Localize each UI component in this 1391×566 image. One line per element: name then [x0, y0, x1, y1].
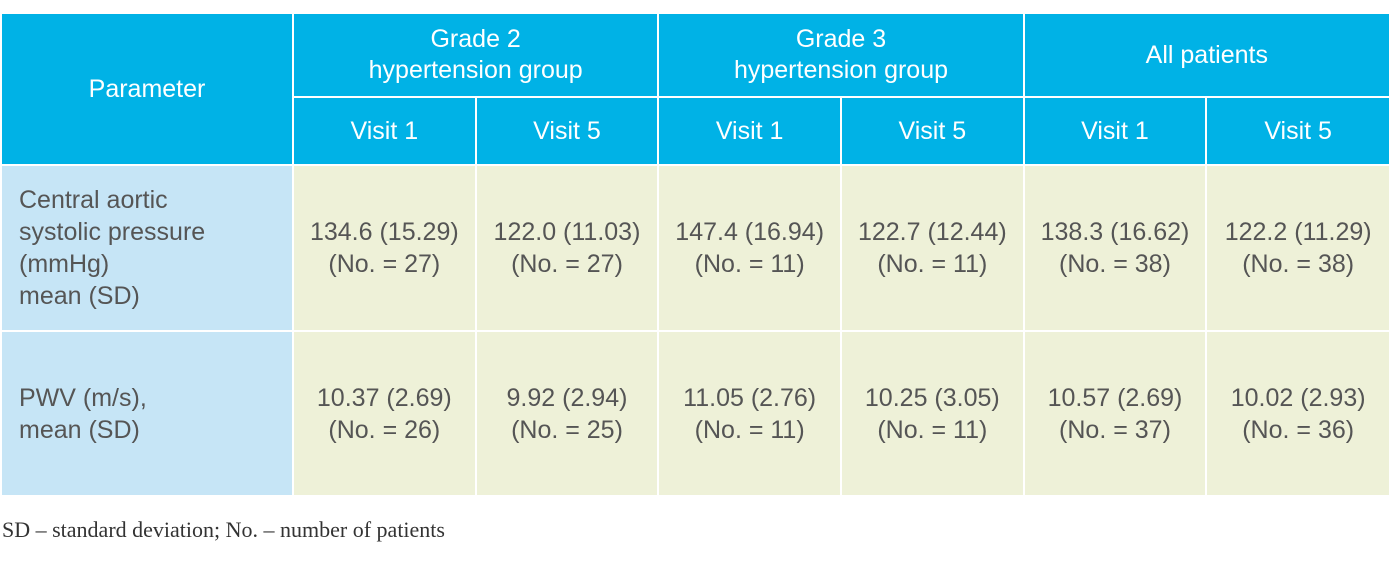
visit-header: Visit 5: [474, 96, 660, 166]
table-cell: 11.05 (2.76) (No. = 11): [657, 330, 842, 495]
results-table-container: Parameter Grade 2 hypertension group Gra…: [2, 14, 1389, 495]
cell-value: 9.92 (2.94): [506, 383, 628, 412]
group-header-line: Grade 2: [430, 25, 521, 53]
cell-value: 122.7 (12.44): [857, 218, 1007, 246]
group-header-grade-3: Grade 3 hypertension group: [657, 14, 1025, 98]
row-label-line: PWV (m/s),: [19, 383, 147, 412]
row-label-line: mean (SD): [19, 415, 140, 444]
cell-value: 138.3 (16.62): [1040, 218, 1190, 246]
table-cell: 10.57 (2.69) (No. = 37): [1022, 330, 1208, 495]
group-header-line: hypertension group: [733, 56, 949, 84]
row-label-line: Central aortic: [19, 186, 168, 214]
visit-header: Visit 5: [1205, 96, 1389, 166]
cell-count: (No. = 11): [877, 415, 988, 444]
cell-count: (No. = 11): [694, 250, 805, 278]
cell-count: (No. = 38): [1059, 250, 1171, 278]
cell-count: (No. = 11): [694, 415, 805, 444]
cell-count: (No. = 38): [1242, 250, 1355, 278]
row-label-line: (mmHg): [19, 250, 110, 278]
header-row-visits: Visit 1 Visit 5 Visit 1 Visit 5 Visit 1 …: [2, 96, 1389, 166]
visit-header: Visit 1: [657, 96, 842, 166]
row-label-pwv: PWV (m/s), mean (SD): [2, 330, 294, 495]
table-footnote: SD – standard deviation; No. – number of…: [2, 517, 445, 542]
cell-value: 10.25 (3.05): [864, 383, 1000, 412]
parameter-header: Parameter: [2, 14, 294, 166]
row-label-line: systolic pressure: [19, 218, 206, 246]
row-label-line: mean (SD): [19, 282, 140, 310]
table-cell: 9.92 (2.94) (No. = 25): [474, 330, 660, 495]
row-label-central-aortic: Central aortic systolic pressure (mmHg) …: [2, 164, 294, 332]
table-cell: 147.4 (16.94) (No. = 11): [657, 164, 842, 332]
visit-header: Visit 1: [292, 96, 477, 166]
cell-value: 10.02 (2.93): [1230, 383, 1366, 412]
results-table: Parameter Grade 2 hypertension group Gra…: [2, 14, 1389, 495]
cell-count: (No. = 27): [511, 250, 623, 278]
visit-header: Visit 1: [1022, 96, 1208, 166]
table-cell: 10.37 (2.69) (No. = 26): [292, 330, 477, 495]
table-cell: 134.6 (15.29) (No. = 27): [292, 164, 477, 332]
cell-count: (No. = 27): [328, 250, 441, 278]
table-cell: 10.02 (2.93) (No. = 36): [1205, 330, 1389, 495]
cell-value: 147.4 (16.94): [675, 218, 825, 246]
cell-count: (No. = 26): [328, 415, 441, 444]
table-cell: 122.7 (12.44) (No. = 11): [839, 164, 1025, 332]
cell-value: 122.2 (11.29): [1224, 218, 1372, 246]
cell-value: 134.6 (15.29): [309, 218, 459, 246]
header-row-groups: Parameter Grade 2 hypertension group Gra…: [2, 14, 1389, 166]
table-row-central-aortic: Central aortic systolic pressure (mmHg) …: [2, 164, 1389, 332]
group-header-line: Grade 3: [795, 25, 887, 53]
table-row-pwv: PWV (m/s), mean (SD) 10.37 (2.69) (No. =…: [2, 330, 1389, 495]
table-cell: 138.3 (16.62) (No. = 38): [1022, 164, 1208, 332]
table-cell: 122.0 (11.03) (No. = 27): [474, 164, 660, 332]
cell-count: (No. = 36): [1242, 415, 1355, 444]
cell-count: (No. = 37): [1059, 415, 1171, 444]
cell-value: 10.57 (2.69): [1047, 383, 1183, 412]
group-header-all-patients: All patients: [1022, 14, 1389, 98]
table-cell: 122.2 (11.29) (No. = 38): [1205, 164, 1389, 332]
cell-value: 11.05 (2.76): [683, 383, 817, 412]
cell-value: 10.37 (2.69): [316, 383, 452, 412]
cell-count: (No. = 25): [511, 415, 623, 444]
group-header-line: All patients: [1145, 40, 1268, 69]
cell-count: (No. = 11): [877, 250, 988, 278]
cell-value: 122.0 (11.03): [493, 218, 641, 246]
table-cell: 10.25 (3.05) (No. = 11): [839, 330, 1025, 495]
visit-header: Visit 5: [839, 96, 1025, 166]
group-header-grade-2: Grade 2 hypertension group: [291, 14, 660, 98]
group-header-line: hypertension group: [368, 56, 583, 84]
